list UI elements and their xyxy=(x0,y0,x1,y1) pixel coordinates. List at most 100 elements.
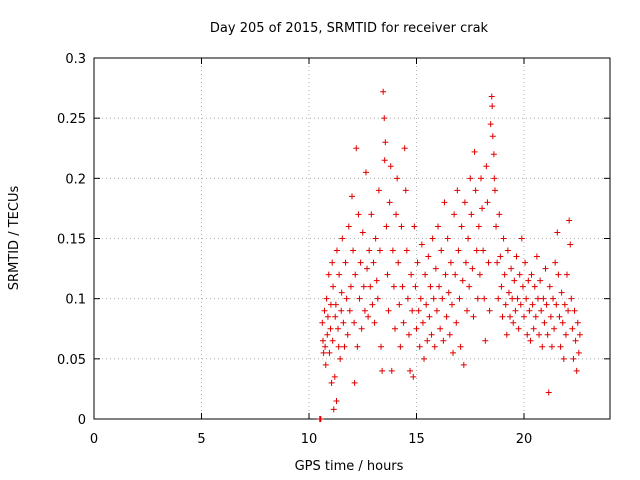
data-point xyxy=(388,367,395,374)
data-point xyxy=(507,313,514,320)
data-point xyxy=(496,211,503,218)
data-point xyxy=(576,331,583,338)
data-point xyxy=(571,307,578,314)
data-point xyxy=(354,343,361,350)
data-point xyxy=(559,319,566,326)
data-point xyxy=(330,283,337,290)
data-point xyxy=(558,289,565,296)
data-point xyxy=(353,145,360,152)
data-point xyxy=(462,259,469,266)
data-point xyxy=(479,205,486,212)
data-point xyxy=(392,325,398,332)
data-point xyxy=(566,217,573,224)
data-point xyxy=(364,265,371,272)
data-point xyxy=(441,199,448,206)
data-point xyxy=(324,313,331,320)
data-point xyxy=(522,259,529,266)
data-point xyxy=(351,379,358,386)
data-point xyxy=(475,223,482,230)
data-point xyxy=(557,343,564,350)
data-point xyxy=(526,307,533,314)
data-point xyxy=(510,319,517,326)
data-point xyxy=(326,349,333,356)
data-point xyxy=(531,283,538,290)
data-point xyxy=(511,277,518,284)
data-point xyxy=(322,343,329,350)
data-point xyxy=(398,223,405,230)
data-point xyxy=(469,265,476,272)
data-point xyxy=(498,283,505,290)
data-point xyxy=(493,223,500,230)
data-point xyxy=(338,289,345,296)
data-point xyxy=(464,307,471,314)
data-point xyxy=(536,331,543,338)
data-point xyxy=(320,349,327,356)
data-point xyxy=(412,283,419,290)
data-point xyxy=(338,307,345,314)
data-point xyxy=(346,307,353,314)
data-point xyxy=(351,319,358,326)
data-point xyxy=(362,169,369,176)
data-point xyxy=(550,295,557,302)
x-axis-label: GPS time / hours xyxy=(295,459,404,474)
data-point xyxy=(573,367,580,374)
data-point xyxy=(378,343,385,350)
data-point xyxy=(431,343,438,350)
data-point xyxy=(442,271,449,278)
data-point xyxy=(470,313,477,320)
data-point xyxy=(529,301,536,308)
data-point xyxy=(385,307,392,314)
data-point xyxy=(436,283,443,290)
data-point xyxy=(408,271,415,278)
data-point xyxy=(430,295,437,302)
data-point xyxy=(452,271,459,278)
x-tick-label: 20 xyxy=(516,432,533,447)
data-point xyxy=(342,259,349,266)
data-point xyxy=(343,295,350,302)
data-point xyxy=(458,223,465,230)
data-point xyxy=(478,175,484,182)
data-point xyxy=(521,313,527,320)
data-point xyxy=(355,211,362,218)
data-point xyxy=(428,331,435,338)
data-point xyxy=(501,271,508,278)
data-point xyxy=(380,88,387,95)
data-point xyxy=(401,145,408,152)
chart-title: Day 205 of 2015, SRMTID for receiver cra… xyxy=(210,21,489,36)
data-point xyxy=(450,349,457,356)
data-point xyxy=(413,325,420,332)
data-point xyxy=(447,259,454,266)
data-point xyxy=(440,337,447,344)
data-point xyxy=(454,187,461,194)
data-point xyxy=(356,295,363,302)
data-point xyxy=(375,187,382,194)
x-tick-label: 5 xyxy=(197,432,205,447)
data-point xyxy=(423,301,430,308)
data-point xyxy=(396,301,403,308)
data-point xyxy=(543,301,550,308)
data-point xyxy=(455,247,462,254)
data-point xyxy=(389,247,396,254)
data-point xyxy=(572,337,579,344)
axis-ticks xyxy=(93,57,610,420)
data-point xyxy=(460,361,467,368)
data-point xyxy=(532,313,539,320)
data-point xyxy=(445,289,452,296)
data-point xyxy=(489,133,496,140)
data-point xyxy=(422,271,429,278)
data-point xyxy=(518,235,525,242)
data-point xyxy=(514,295,521,302)
data-point xyxy=(349,193,355,200)
data-point xyxy=(472,187,479,194)
data-point xyxy=(483,163,490,170)
data-points xyxy=(316,88,583,422)
data-point xyxy=(487,121,494,128)
data-point xyxy=(443,313,450,320)
data-point xyxy=(453,319,460,326)
data-point xyxy=(439,295,446,302)
data-point xyxy=(403,247,410,254)
data-point xyxy=(485,259,492,266)
data-point xyxy=(561,301,568,308)
data-point xyxy=(400,319,407,326)
